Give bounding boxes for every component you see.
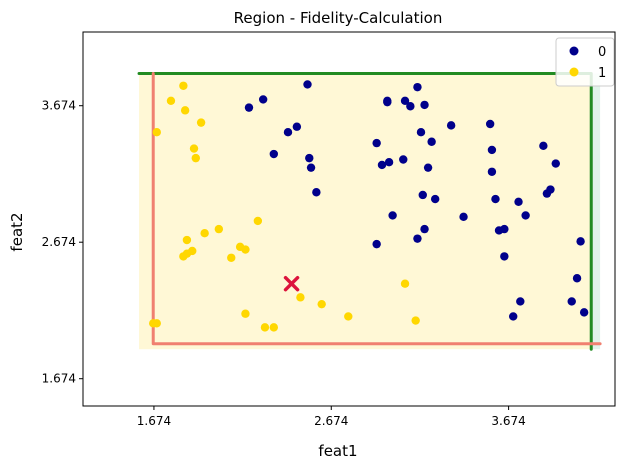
point-class-0-45: [567, 297, 576, 306]
point-class-0-28: [446, 121, 456, 130]
point-class-1-19: [253, 216, 263, 226]
point-class-0-35: [500, 224, 509, 234]
legend-label-class-1: 1: [598, 66, 606, 81]
point-class-0-19: [420, 100, 429, 110]
point-class-0-1: [258, 95, 268, 104]
point-class-0-41: [539, 141, 548, 151]
point-class-0-21: [427, 137, 436, 146]
point-class-0-5: [269, 149, 279, 159]
point-class-1-25: [400, 279, 410, 288]
point-class-1-18: [241, 309, 250, 318]
point-class-0-30: [485, 119, 495, 129]
point-class-0-31: [487, 145, 497, 155]
point-class-0-14: [388, 211, 397, 220]
query-point-layer: [283, 275, 300, 292]
point-class-0-33: [491, 194, 500, 204]
point-class-0-46: [572, 274, 582, 283]
axes-frame-rect: [82, 31, 616, 407]
point-class-0-9: [372, 138, 381, 148]
x-tick-label-1: 2.674: [314, 414, 348, 428]
point-class-0-43: [546, 185, 555, 194]
point-class-0-18: [416, 127, 426, 137]
point-class-1-12: [188, 246, 197, 256]
legend-marker-class-1: [569, 67, 579, 77]
boundary-line-1: [151, 71, 602, 346]
point-class-0-39: [514, 197, 523, 207]
point-class-1-0: [152, 127, 161, 137]
point-class-1-22: [296, 293, 305, 302]
point-class-0-27: [413, 234, 422, 243]
point-class-1-23: [317, 299, 326, 309]
chart-title: Region - Fidelity-Calculation: [234, 9, 443, 27]
legend-marker-class-0: [569, 46, 579, 56]
y-axis-label: feat2: [8, 212, 26, 251]
x-axis-label: feat1: [318, 442, 357, 460]
point-class-1-8: [200, 228, 209, 238]
point-class-1-17: [241, 245, 250, 254]
point-class-0-48: [579, 308, 589, 317]
x-tick-label-0: 1.674: [137, 414, 171, 428]
point-class-1-9: [214, 224, 224, 234]
point-class-0-4: [292, 122, 302, 131]
axis-ticks: 1.674 2.674 3.674 1.674 2.674 3.674: [42, 99, 526, 428]
point-class-0-22: [372, 239, 381, 249]
point-class-0-37: [509, 312, 518, 321]
legend-label-class-0: 0: [598, 45, 606, 60]
point-class-0-23: [399, 155, 408, 164]
x-tick-label-2: 3.674: [491, 414, 525, 428]
point-class-0-44: [551, 159, 560, 168]
query-marker-stroke-b: [283, 275, 300, 292]
point-class-0-25: [430, 194, 440, 204]
point-class-1-14: [149, 319, 158, 328]
point-class-0-32: [487, 167, 497, 176]
point-class-1-4: [189, 144, 199, 153]
point-class-0-40: [521, 211, 530, 220]
y-tick-label-0: 1.674: [42, 372, 76, 386]
region-rect-0: [139, 73, 592, 350]
data-points: [149, 80, 589, 332]
legend: 0 1: [555, 37, 615, 87]
point-class-0-7: [306, 163, 316, 172]
point-class-0-0: [244, 103, 254, 112]
point-class-0-20: [423, 163, 433, 172]
axes-frame: [82, 31, 616, 407]
point-class-0-26: [420, 224, 429, 234]
point-class-0-17: [413, 82, 422, 92]
point-class-1-2: [179, 81, 188, 90]
point-class-0-47: [576, 237, 585, 246]
point-class-0-16: [406, 102, 415, 111]
point-class-1-24: [344, 312, 353, 321]
point-class-0-11: [383, 97, 392, 107]
point-class-0-13: [384, 158, 394, 167]
point-class-1-15: [227, 253, 236, 262]
point-class-1-5: [191, 153, 200, 163]
point-class-1-6: [196, 118, 206, 127]
point-class-1-3: [180, 106, 190, 115]
region-rect-1: [591, 73, 601, 350]
point-class-0-38: [516, 297, 525, 306]
point-class-0-36: [500, 252, 509, 261]
point-class-0-8: [312, 188, 321, 197]
point-class-0-15: [400, 96, 410, 105]
point-class-0-3: [283, 127, 293, 137]
point-class-1-1: [166, 96, 176, 105]
point-class-0-6: [305, 153, 314, 163]
decision-regions: [139, 73, 601, 350]
y-tick-label-1: 2.674: [42, 235, 76, 249]
point-class-1-21: [269, 323, 279, 332]
point-class-0-24: [418, 190, 427, 200]
point-class-0-2: [303, 80, 312, 89]
point-class-1-7: [182, 235, 192, 245]
point-class-0-12: [377, 160, 387, 170]
point-class-1-26: [411, 316, 420, 325]
y-tick-label-2: 3.674: [42, 99, 76, 113]
point-class-0-29: [459, 212, 468, 222]
point-class-1-20: [260, 323, 270, 332]
